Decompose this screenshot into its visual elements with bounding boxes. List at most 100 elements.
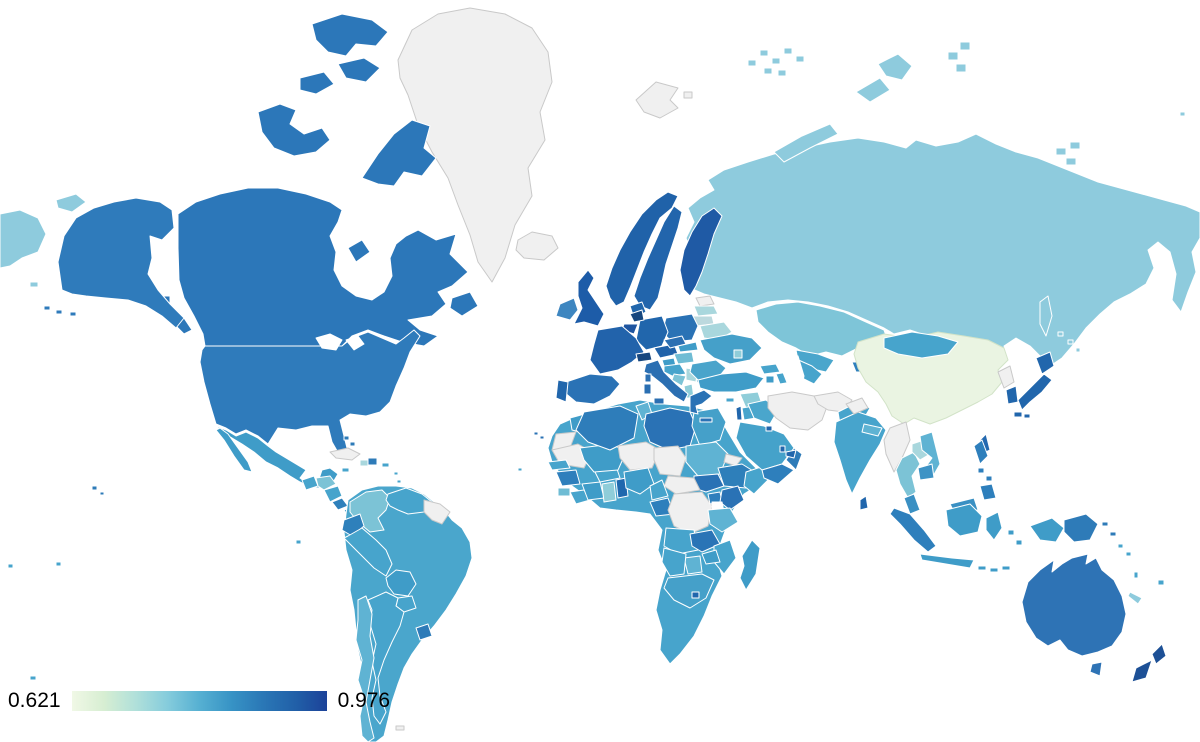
region-mongolia[interactable] [883,331,959,359]
region-united-states[interactable] [199,329,421,457]
region-greece[interactable] [689,389,713,415]
region-venezuela[interactable] [385,487,433,515]
region-mexico[interactable] [215,425,339,489]
region-botswana[interactable] [683,555,703,575]
region-philippines[interactable] [973,439,997,501]
region-lesotho[interactable] [691,591,700,599]
region-yemen[interactable] [761,463,795,485]
region-iran[interactable] [767,391,829,431]
region-nigeria[interactable] [623,467,655,495]
region-cameroon[interactable] [649,479,669,501]
region-bolivia[interactable] [385,569,417,597]
region-uae[interactable] [785,449,797,459]
region-russia-chukotka[interactable] [0,209,47,269]
region-estonia[interactable] [695,295,715,307]
region-haiti[interactable] [359,459,369,467]
region-novaya-zemlya[interactable] [773,53,913,163]
region-cape-verde[interactable] [517,467,523,472]
region-israel[interactable] [735,405,743,421]
region-west-papua[interactable] [1029,517,1065,543]
region-sierra-leone[interactable] [557,487,571,497]
region-st-lawrence-island[interactable] [29,281,39,288]
region-chad[interactable] [653,445,687,477]
region-japan[interactable] [1013,351,1055,419]
region-sweden[interactable] [633,205,683,311]
region-lesser-sunda[interactable] [977,529,1023,573]
region-france[interactable] [589,325,645,375]
region-guyana-suriname[interactable] [423,499,451,525]
region-new-caledonia[interactable] [1127,591,1143,605]
region-canada-parry-islands[interactable] [299,71,335,95]
region-argentina[interactable] [367,591,405,725]
region-svalbard[interactable] [635,81,693,119]
region-south-africa[interactable] [663,573,715,609]
region-netherlands[interactable] [629,309,645,323]
region-moldova[interactable] [733,349,743,359]
region-falkland-islands[interactable] [395,725,405,731]
region-australia[interactable] [1021,553,1127,657]
region-papua-new-guinea[interactable] [1063,513,1117,543]
region-fiji[interactable] [1157,579,1165,586]
region-ukraine[interactable] [699,333,763,365]
region-qatar[interactable] [779,445,786,453]
region-vanuatu[interactable] [1133,571,1139,579]
region-norway[interactable] [605,191,679,307]
region-peru[interactable] [343,527,393,577]
region-ghana[interactable] [601,481,617,503]
region-greenland[interactable] [397,7,553,283]
region-crete[interactable] [699,417,713,423]
region-cyprus[interactable] [725,397,735,403]
region-tanzania[interactable] [707,507,739,533]
region-chile[interactable] [355,595,375,742]
region-puerto-rico[interactable] [381,462,390,468]
region-hungary[interactable] [673,351,695,365]
region-kuwait[interactable] [765,425,773,432]
region-uruguay[interactable] [415,623,433,641]
region-georgia[interactable] [759,363,781,375]
region-dominican-republic[interactable] [367,457,378,466]
region-new-zealand[interactable] [1131,643,1167,683]
region-canada-devon-island[interactable] [337,57,381,83]
region-pacific-islands-west[interactable] [7,561,62,681]
region-honduras[interactable] [315,475,337,491]
region-madagascar[interactable] [739,539,761,591]
region-canada-baffin-island[interactable] [361,119,437,187]
region-dr-congo[interactable] [667,491,713,535]
region-borneo[interactable] [945,503,983,537]
region-ireland[interactable] [555,297,579,321]
region-portugal[interactable] [555,379,569,403]
region-bosnia[interactable] [671,373,687,387]
region-bahamas[interactable] [343,435,356,447]
region-canada-ellesmere-island[interactable] [311,13,389,57]
region-franz-josef-land[interactable] [747,47,805,77]
region-cuba[interactable] [329,447,361,461]
region-india[interactable] [833,411,887,495]
region-canada-southampton-island[interactable] [347,239,371,263]
region-zimbabwe[interactable] [701,549,721,565]
region-jamaica[interactable] [341,467,350,473]
region-new-siberian-islands[interactable] [1055,111,1186,166]
region-zambia[interactable] [689,529,721,553]
region-armenia[interactable] [765,375,775,384]
region-central-african-republic[interactable] [663,475,701,495]
region-china[interactable] [853,331,1009,425]
region-latvia[interactable] [693,305,719,317]
region-algeria[interactable] [575,405,639,451]
region-kashmir[interactable] [845,397,869,415]
region-guinea[interactable] [555,469,581,487]
region-iceland[interactable] [515,231,559,261]
region-angola[interactable] [663,527,699,555]
region-galapagos[interactable] [295,539,302,545]
region-severnaya-zemlya[interactable] [947,41,971,73]
region-united-kingdom[interactable] [573,269,605,327]
region-kuril-islands[interactable] [1057,331,1081,353]
region-russia[interactable] [685,133,1200,367]
region-sicily[interactable] [653,397,665,405]
region-cambodia[interactable] [917,463,935,481]
region-canada[interactable] [177,187,469,347]
region-nicaragua[interactable] [323,485,343,503]
region-baja-california[interactable] [215,427,253,473]
region-aleutian-islands[interactable] [43,305,77,317]
region-tasmania[interactable] [1089,661,1103,677]
region-sri-lanka[interactable] [859,495,869,511]
